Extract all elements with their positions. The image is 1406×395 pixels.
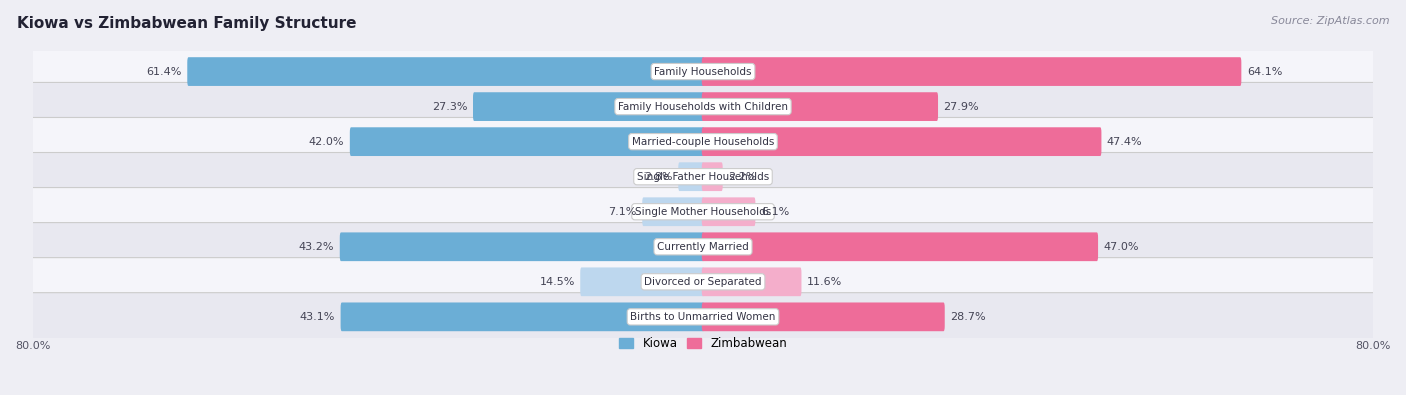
Text: 2.8%: 2.8% (644, 172, 673, 182)
FancyBboxPatch shape (678, 162, 704, 191)
FancyBboxPatch shape (25, 188, 1381, 236)
FancyBboxPatch shape (25, 223, 1381, 271)
Text: Source: ZipAtlas.com: Source: ZipAtlas.com (1271, 16, 1389, 26)
Legend: Kiowa, Zimbabwean: Kiowa, Zimbabwean (614, 333, 792, 355)
Text: Births to Unmarried Women: Births to Unmarried Women (630, 312, 776, 322)
FancyBboxPatch shape (25, 117, 1381, 166)
FancyBboxPatch shape (25, 47, 1381, 96)
Text: 7.1%: 7.1% (609, 207, 637, 217)
Text: Currently Married: Currently Married (657, 242, 749, 252)
FancyBboxPatch shape (25, 152, 1381, 201)
FancyBboxPatch shape (340, 303, 704, 331)
Text: 47.4%: 47.4% (1107, 137, 1143, 147)
FancyBboxPatch shape (187, 57, 704, 86)
FancyBboxPatch shape (702, 57, 1241, 86)
FancyBboxPatch shape (702, 162, 723, 191)
FancyBboxPatch shape (702, 232, 1098, 261)
Text: 47.0%: 47.0% (1104, 242, 1139, 252)
FancyBboxPatch shape (702, 127, 1101, 156)
FancyBboxPatch shape (702, 303, 945, 331)
FancyBboxPatch shape (702, 92, 938, 121)
Text: 6.1%: 6.1% (761, 207, 789, 217)
Text: 28.7%: 28.7% (950, 312, 986, 322)
FancyBboxPatch shape (25, 83, 1381, 131)
Text: 14.5%: 14.5% (540, 277, 575, 287)
Text: 64.1%: 64.1% (1247, 67, 1282, 77)
Text: 80.0%: 80.0% (15, 341, 51, 352)
Text: Kiowa vs Zimbabwean Family Structure: Kiowa vs Zimbabwean Family Structure (17, 16, 356, 31)
Text: 2.2%: 2.2% (728, 172, 756, 182)
Text: 43.2%: 43.2% (299, 242, 335, 252)
FancyBboxPatch shape (350, 127, 704, 156)
FancyBboxPatch shape (472, 92, 704, 121)
Text: 11.6%: 11.6% (807, 277, 842, 287)
FancyBboxPatch shape (25, 258, 1381, 306)
FancyBboxPatch shape (702, 198, 755, 226)
FancyBboxPatch shape (702, 267, 801, 296)
FancyBboxPatch shape (581, 267, 704, 296)
Text: Single Mother Households: Single Mother Households (636, 207, 770, 217)
Text: 27.3%: 27.3% (432, 102, 468, 112)
Text: 80.0%: 80.0% (1355, 341, 1391, 352)
Text: 42.0%: 42.0% (309, 137, 344, 147)
FancyBboxPatch shape (340, 232, 704, 261)
Text: 27.9%: 27.9% (943, 102, 979, 112)
Text: Family Households with Children: Family Households with Children (619, 102, 787, 112)
Text: Family Households: Family Households (654, 67, 752, 77)
Text: Single Father Households: Single Father Households (637, 172, 769, 182)
Text: Married-couple Households: Married-couple Households (631, 137, 775, 147)
Text: 43.1%: 43.1% (299, 312, 335, 322)
Text: Divorced or Separated: Divorced or Separated (644, 277, 762, 287)
FancyBboxPatch shape (25, 293, 1381, 341)
Text: 61.4%: 61.4% (146, 67, 181, 77)
FancyBboxPatch shape (643, 198, 704, 226)
